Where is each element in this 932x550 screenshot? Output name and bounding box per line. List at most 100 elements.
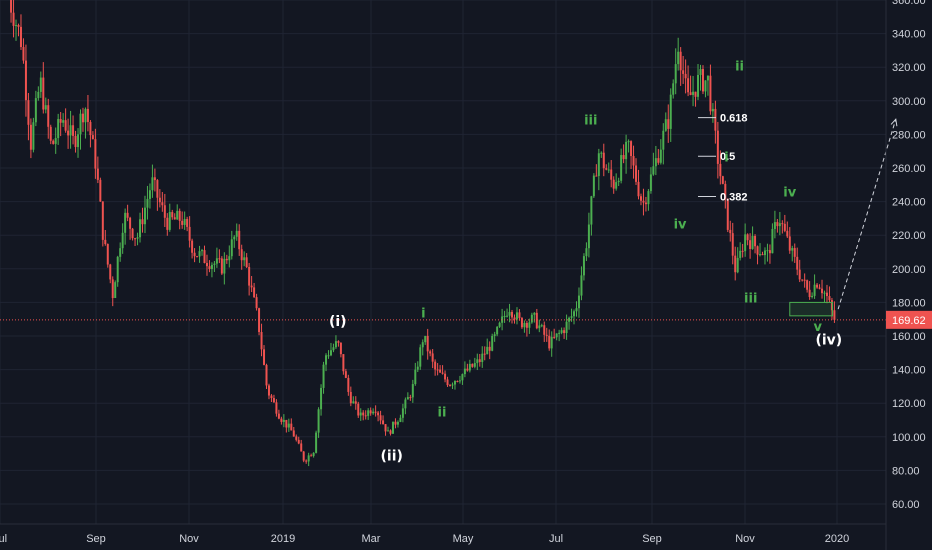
candle-body [208, 266, 211, 270]
candle-body [94, 139, 97, 169]
candle-body [297, 439, 300, 444]
candle-body [429, 351, 432, 354]
wave-label: (i) [329, 314, 347, 330]
candle-body [34, 98, 37, 123]
candle-body [59, 118, 62, 123]
candle-body [272, 398, 275, 403]
y-tick-label: 260.00 [892, 163, 926, 175]
candle-body [617, 180, 620, 183]
candle-body [391, 421, 394, 434]
candle-body [595, 175, 598, 177]
candle-body [771, 228, 774, 254]
candle-body [734, 255, 737, 273]
candle-body [818, 287, 821, 289]
candle-body [352, 401, 355, 404]
candle-body [91, 135, 94, 140]
candle-body [362, 412, 365, 416]
candle-body [52, 140, 55, 144]
candle-body [233, 236, 236, 240]
candle-body [721, 176, 724, 184]
candle-body [124, 212, 127, 233]
candle-body [518, 312, 521, 319]
candle-body [263, 349, 266, 365]
candle-body [176, 210, 179, 220]
candle-body [729, 229, 732, 234]
candle-body [342, 354, 345, 372]
candle-body [325, 355, 328, 365]
candle-body [141, 219, 144, 225]
candle-body [697, 74, 700, 97]
candle-body [654, 158, 657, 167]
y-tick-label: 80.00 [892, 465, 920, 477]
candle-body [205, 263, 208, 267]
candle-body [453, 380, 456, 385]
y-tick-label: 160.00 [892, 331, 926, 343]
candle-body [605, 168, 608, 170]
candle-body [134, 238, 137, 240]
candle-body [196, 256, 199, 258]
time-axis[interactable]: Jul Sep Nov 2019 Mar May Jul Sep Nov 2020 [0, 533, 849, 545]
candle-body [372, 411, 375, 414]
candle-body [759, 254, 762, 256]
candle-body [191, 240, 194, 253]
candle-body [424, 335, 427, 343]
candle-body [240, 249, 243, 261]
fib-level-label: 0.5 [720, 151, 735, 163]
candle-body [148, 190, 151, 199]
candle-body [682, 70, 685, 74]
candle-body [382, 420, 385, 425]
candle-body [644, 202, 647, 205]
candle-body [515, 312, 518, 320]
candle-body [451, 384, 454, 386]
candle-body [64, 120, 67, 131]
candle-body [687, 78, 690, 93]
x-tick-label: Sep [642, 533, 662, 545]
candle-body [77, 134, 80, 148]
candle-body [287, 423, 290, 428]
candle-body [652, 166, 655, 175]
candle-body [258, 308, 261, 333]
candle-body [550, 336, 553, 349]
candle-body [139, 219, 142, 238]
candle-body [84, 108, 87, 123]
candle-body [282, 419, 285, 422]
price-axis[interactable]: 60.00 80.00 100.00 120.00 140.00 160.00 180.00… [892, 0, 926, 511]
candle-body [667, 119, 670, 129]
grid [0, 0, 886, 524]
candle-body [409, 397, 412, 399]
candle-body [158, 197, 161, 203]
candle-body [364, 415, 367, 417]
current-price-tag-bg [886, 310, 932, 329]
candle-body [24, 60, 27, 101]
candle-body [506, 315, 509, 317]
candle-body [74, 135, 77, 148]
candle-body [17, 25, 20, 27]
candle-body [565, 321, 568, 334]
candle-body [305, 460, 308, 462]
candle-body [161, 202, 164, 206]
candle-body [215, 258, 218, 264]
candle-body [488, 346, 491, 351]
candle-body [540, 325, 543, 327]
wave-label: v [813, 320, 822, 335]
candle-body [751, 235, 754, 249]
candle-body [230, 239, 233, 257]
candle-body [86, 108, 89, 122]
candle-body [387, 430, 390, 432]
y-tick-label: 360.00 [892, 0, 926, 7]
candle-body [749, 240, 752, 249]
candle-body [570, 316, 573, 318]
wave-label: iv [783, 186, 796, 201]
candle-body [243, 257, 246, 261]
candle-body [203, 250, 206, 264]
wave-label: iv [674, 217, 687, 232]
candle-body [210, 264, 213, 270]
candle-body [188, 226, 191, 241]
candle-body [781, 223, 784, 225]
candle-body [250, 285, 253, 288]
candle-body [57, 118, 60, 139]
candle-body [111, 279, 114, 299]
candle-body [741, 250, 744, 252]
candle-body [573, 311, 576, 317]
